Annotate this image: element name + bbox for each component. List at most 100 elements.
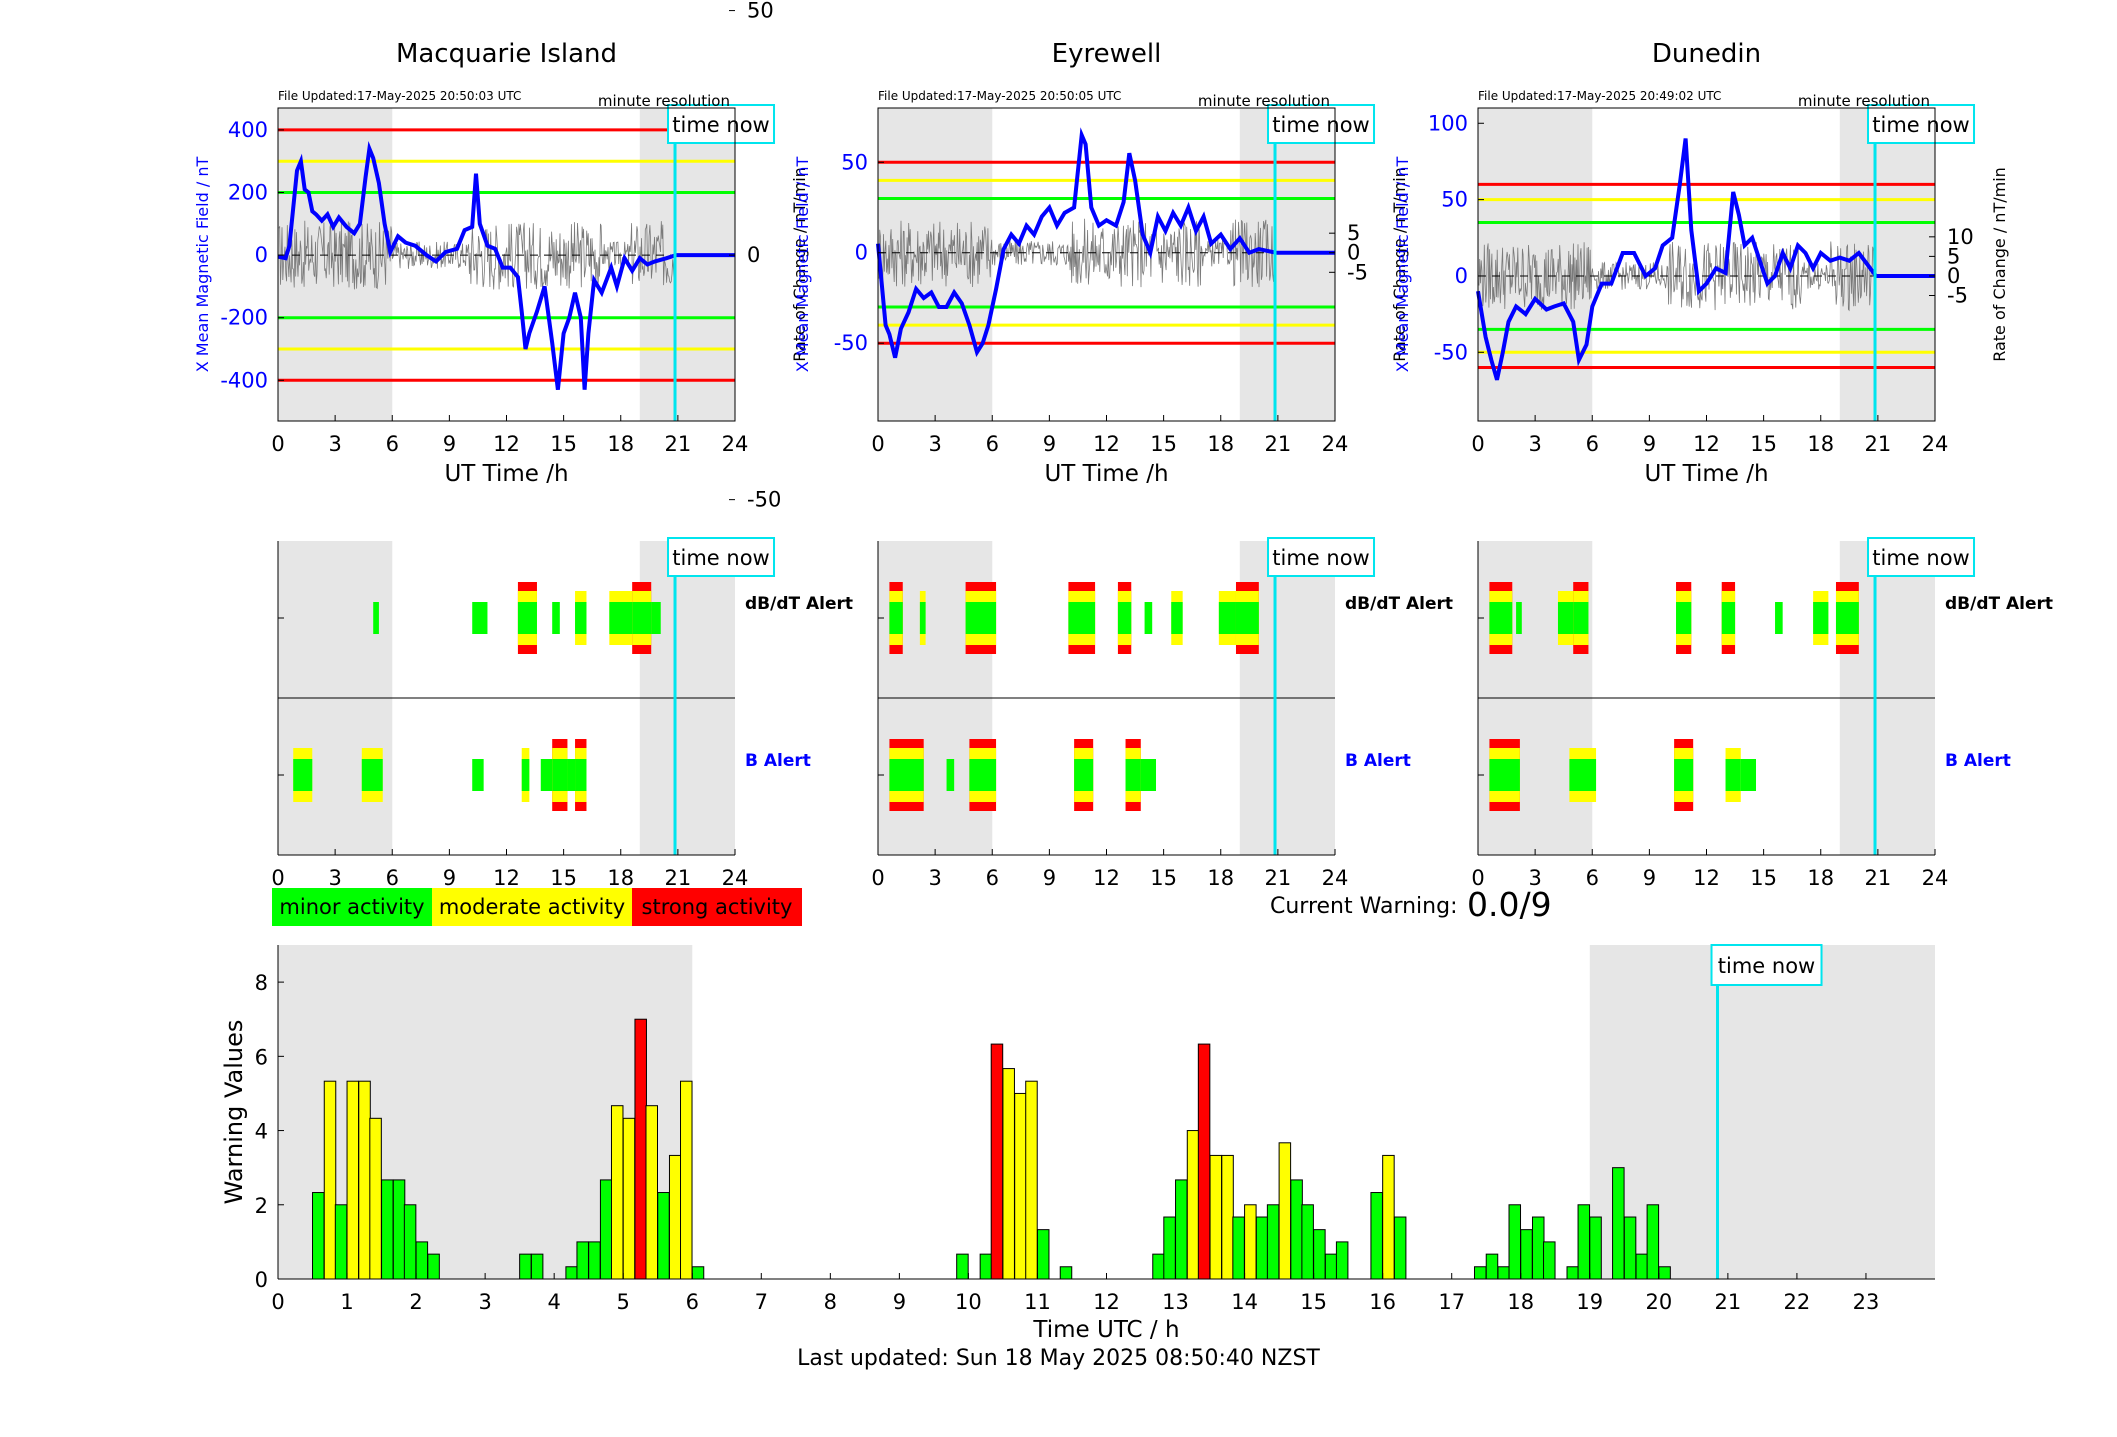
bottom-x-tick-label: 23 bbox=[1853, 1290, 1880, 1314]
x-tick-label: 0 bbox=[271, 432, 284, 456]
warning-bar bbox=[403, 1204, 417, 1280]
warning-bar bbox=[990, 1043, 1004, 1280]
warning-bar bbox=[1324, 1253, 1338, 1280]
time-now-box bbox=[1710, 944, 1823, 986]
warning-bar bbox=[1473, 1266, 1487, 1280]
warning-bar bbox=[1163, 1216, 1176, 1280]
warning-bar bbox=[565, 1266, 578, 1280]
x-tick-label: 9 bbox=[1643, 432, 1656, 456]
left-tick-label: -50 bbox=[834, 331, 868, 355]
warning-bar bbox=[1508, 1204, 1522, 1280]
time-now-label: time now bbox=[1272, 546, 1369, 570]
right-tick-label: -5 bbox=[1347, 260, 1368, 284]
dbdt-alert-label: dB/dT Alert bbox=[1345, 594, 1453, 614]
x-tick-label: 3 bbox=[928, 866, 941, 890]
b-alert-minor bbox=[1740, 759, 1757, 791]
x-tick-label: 21 bbox=[1865, 866, 1892, 890]
b-alert-minor bbox=[521, 759, 530, 791]
x-tick-label: 15 bbox=[550, 866, 577, 890]
time-now-label: time now bbox=[1718, 954, 1815, 978]
warning-bar bbox=[346, 1080, 360, 1280]
right-tick-label: 5 bbox=[1947, 244, 1960, 268]
x-tick-label: 12 bbox=[1093, 432, 1120, 456]
x-tick-label: 21 bbox=[665, 432, 692, 456]
x-tick-label: 3 bbox=[328, 432, 341, 456]
dbdt-alert-minor bbox=[517, 602, 537, 634]
warning-bar bbox=[1002, 1068, 1015, 1280]
warning-bar bbox=[1612, 1167, 1625, 1280]
warning-bar bbox=[979, 1253, 993, 1280]
dbdt-alert-minor bbox=[965, 602, 997, 634]
bottom-x-tick-label: 20 bbox=[1645, 1290, 1672, 1314]
warning-bar bbox=[668, 1154, 682, 1280]
b-alert-label: B Alert bbox=[1345, 751, 1411, 771]
x-tick-label: 0 bbox=[1471, 866, 1484, 890]
resolution-label: minute resolution bbox=[1198, 92, 1330, 110]
warning-bar bbox=[1485, 1253, 1499, 1280]
time-now-box bbox=[1867, 537, 1976, 577]
dbdt-alert-label: dB/dT Alert bbox=[745, 594, 853, 614]
x-tick-label: 24 bbox=[722, 432, 749, 456]
left-tick-label: 50 bbox=[841, 150, 868, 174]
b-alert-minor bbox=[946, 759, 955, 791]
x-tick-label: 6 bbox=[986, 432, 999, 456]
b-alert-minor bbox=[1140, 759, 1157, 791]
dbdt-alert-label: dB/dT Alert bbox=[1945, 594, 2053, 614]
right-tick-label: -50 bbox=[747, 488, 781, 512]
right-axis-label: Rate of Change / nT/min bbox=[1390, 167, 1409, 362]
b-alert-minor bbox=[472, 759, 484, 791]
left-axis-label: X Mean Magnetic Field / nT bbox=[1393, 157, 1412, 373]
x-tick-label: 12 bbox=[493, 866, 520, 890]
resolution-label: minute resolution bbox=[1798, 92, 1930, 110]
x-tick-label: 0 bbox=[871, 866, 884, 890]
dbdt-alert-minor bbox=[632, 602, 652, 634]
bottom-x-tick-label: 21 bbox=[1715, 1290, 1742, 1314]
warning-bar bbox=[599, 1179, 613, 1280]
current-warning-value: 0.0/9 bbox=[1467, 885, 1552, 924]
station-title: Dunedin bbox=[1652, 39, 1761, 69]
warning-bar bbox=[634, 1018, 647, 1280]
warning-bar bbox=[334, 1204, 348, 1280]
b-alert-minor bbox=[540, 759, 553, 791]
dbdt-alert-minor bbox=[575, 602, 587, 634]
x-tick-label: 6 bbox=[986, 866, 999, 890]
dbdt-alert-minor bbox=[609, 602, 633, 634]
warning-bar bbox=[657, 1192, 670, 1280]
warning-bar bbox=[610, 1105, 624, 1280]
x-tick-label: 15 bbox=[1750, 432, 1777, 456]
time-now-label: time now bbox=[1872, 546, 1969, 570]
x-tick-label: 6 bbox=[1586, 866, 1599, 890]
dbdt-alert-minor bbox=[1775, 602, 1783, 634]
dbdt-alert-minor bbox=[651, 602, 661, 634]
bottom-x-tick-label: 4 bbox=[547, 1290, 560, 1314]
warning-bar bbox=[956, 1253, 969, 1280]
time-now-box bbox=[1267, 537, 1376, 577]
warning-bar bbox=[1658, 1266, 1671, 1280]
b-alert-minor bbox=[1674, 759, 1694, 791]
x-tick-label: 9 bbox=[1043, 432, 1056, 456]
dbdt-alert-minor bbox=[1171, 602, 1183, 634]
dbdt-alert-minor bbox=[552, 602, 560, 634]
x-tick-label: 12 bbox=[1093, 866, 1120, 890]
dbdt-alert-minor bbox=[919, 602, 926, 634]
x-tick-label: 9 bbox=[1043, 866, 1056, 890]
dbdt-alert-minor bbox=[1516, 602, 1522, 634]
x-tick-label: 6 bbox=[386, 866, 399, 890]
time-now-label: time now bbox=[672, 113, 769, 137]
x-tick-label: 0 bbox=[871, 432, 884, 456]
b-alert-minor bbox=[1725, 759, 1741, 791]
time-now-box bbox=[1267, 104, 1376, 144]
x-tick-label: 18 bbox=[607, 866, 634, 890]
x-tick-label: 18 bbox=[1207, 866, 1234, 890]
bottom-x-tick-label: 17 bbox=[1438, 1290, 1465, 1314]
x-tick-label: 15 bbox=[1150, 866, 1177, 890]
x-tick-label: 0 bbox=[1471, 432, 1484, 456]
bottom-x-tick-label: 7 bbox=[755, 1290, 768, 1314]
x-tick-label: 15 bbox=[550, 432, 577, 456]
bottom-x-tick-label: 5 bbox=[617, 1290, 630, 1314]
time-now-box bbox=[667, 537, 776, 577]
bottom-x-tick-label: 19 bbox=[1576, 1290, 1603, 1314]
dbdt-alert-minor bbox=[1557, 602, 1578, 634]
bottom-x-tick-label: 18 bbox=[1507, 1290, 1534, 1314]
left-tick-label: 50 bbox=[1441, 188, 1468, 212]
